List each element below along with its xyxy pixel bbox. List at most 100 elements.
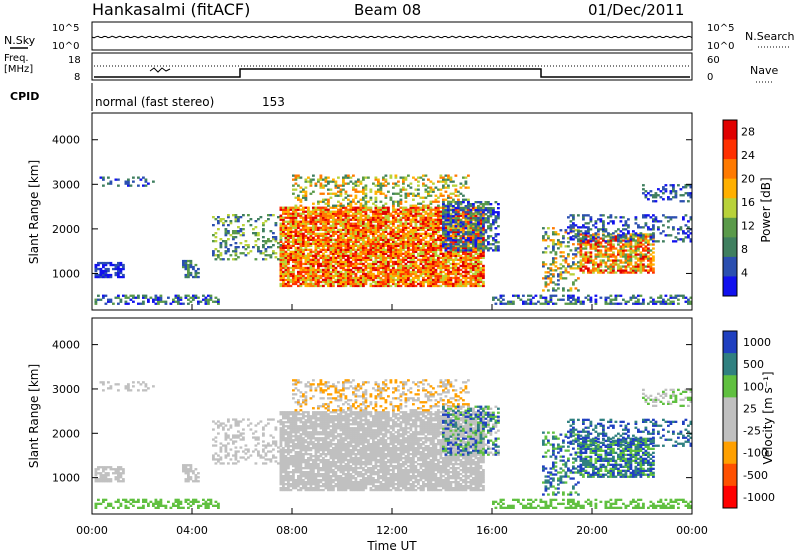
heatmap-cell — [392, 216, 395, 219]
heatmap-cell — [354, 232, 358, 236]
heatmap-cell — [647, 235, 650, 238]
heatmap-cell — [397, 270, 400, 274]
heatmap-cell — [499, 300, 503, 303]
heatmap-cell — [342, 206, 345, 209]
heatmap-cell — [472, 243, 475, 246]
heatmap-cell — [444, 224, 448, 227]
heatmap-cell — [304, 244, 308, 248]
heatmap-cell — [344, 230, 348, 234]
cpid-label: CPID — [10, 90, 39, 103]
heatmap-cell — [382, 208, 385, 211]
heatmap-cell — [462, 209, 465, 212]
heatmap-cell — [424, 184, 428, 187]
heatmap-cell — [432, 240, 435, 244]
heatmap-cell — [444, 262, 448, 266]
heatmap-cell — [289, 222, 293, 225]
heatmap-cell — [317, 228, 320, 232]
heatmap-cell — [359, 274, 363, 278]
heatmap-cell — [414, 226, 418, 230]
heatmap-cell — [414, 212, 418, 215]
heatmap-cell — [672, 184, 675, 187]
heatmap-cell — [437, 220, 440, 223]
heatmap-cell — [589, 271, 593, 274]
heatmap-cell — [582, 265, 585, 268]
heatmap-cell — [674, 194, 678, 197]
heatmap-cell — [652, 236, 655, 239]
heatmap-cell — [369, 238, 373, 242]
heatmap-cell — [337, 244, 340, 248]
heatmap-cell — [124, 300, 128, 303]
heatmap-cell — [652, 218, 655, 221]
heatmap-cell — [324, 268, 328, 272]
heatmap-cell — [389, 214, 393, 217]
heatmap-cell — [622, 232, 625, 235]
heatmap-cell — [324, 202, 328, 205]
heatmap-cell — [124, 182, 128, 185]
heatmap-cell — [292, 220, 295, 223]
heatmap-cell — [144, 294, 148, 297]
heatmap-cell — [347, 176, 350, 179]
heatmap-cell — [427, 216, 430, 219]
heatmap-cell — [94, 265, 98, 269]
heatmap-cell — [359, 214, 363, 217]
heatmap-cell — [464, 220, 468, 223]
heatmap-cell — [569, 300, 573, 303]
heatmap-cell — [442, 254, 445, 258]
heatmap-cell — [462, 249, 465, 252]
heatmap-cell — [394, 230, 398, 234]
heatmap-cell — [347, 238, 350, 242]
heatmap-cell — [452, 226, 455, 230]
heatmap-cell — [387, 240, 390, 244]
heatmap-cell — [347, 258, 350, 262]
heatmap-cell — [427, 280, 430, 284]
heatmap-cell — [419, 214, 423, 217]
heatmap-cell — [664, 302, 668, 305]
heatmap-cell — [287, 220, 290, 223]
heatmap-cell — [332, 212, 335, 215]
heatmap-cell — [187, 294, 190, 297]
heatmap-cell — [382, 256, 385, 260]
heatmap-cell — [369, 218, 373, 221]
heatmap-cell — [549, 281, 553, 284]
heatmap-cell — [482, 205, 485, 208]
heatmap-cell — [342, 254, 345, 258]
heatmap-cell — [107, 261, 110, 265]
heatmap-cell — [377, 184, 380, 187]
heatmap-cell — [289, 208, 293, 211]
heatmap-cell — [677, 302, 680, 305]
heatmap-cell — [314, 210, 318, 213]
heatmap-cell — [424, 220, 428, 223]
heatmap-cell — [399, 278, 403, 282]
heatmap-cell — [329, 214, 333, 217]
heatmap-cell — [292, 174, 295, 177]
heatmap-cell — [237, 246, 240, 249]
heatmap-cell — [359, 238, 363, 242]
heatmap-cell — [614, 271, 618, 274]
heatmap-cell — [449, 272, 453, 276]
heatmap-cell — [619, 234, 623, 237]
heatmap-cell — [429, 206, 433, 209]
heatmap-cell — [454, 190, 458, 193]
heatmap-cell — [609, 214, 613, 217]
heatmap-cell — [569, 294, 573, 297]
heatmap-cell — [262, 228, 265, 231]
heatmap-cell — [432, 274, 435, 278]
heatmap-cell — [382, 222, 385, 225]
heatmap-cell — [339, 258, 343, 262]
heatmap-cell — [589, 298, 593, 301]
heatmap-cell — [339, 234, 343, 238]
heatmap-cell — [407, 184, 410, 187]
heatmap-cell — [392, 242, 395, 246]
heatmap-cell — [454, 237, 458, 240]
heatmap-cell — [369, 232, 373, 236]
heatmap-cell — [469, 249, 473, 252]
heatmap-cell — [642, 302, 645, 305]
heatmap-cell — [319, 268, 323, 272]
heatmap-cell — [472, 231, 475, 234]
heatmap-cell — [412, 248, 415, 252]
heatmap-cell — [344, 272, 348, 276]
heatmap-cell — [629, 255, 633, 258]
heatmap-cell — [467, 247, 470, 250]
heatmap-cell — [384, 278, 388, 282]
heatmap-cell — [164, 302, 168, 305]
